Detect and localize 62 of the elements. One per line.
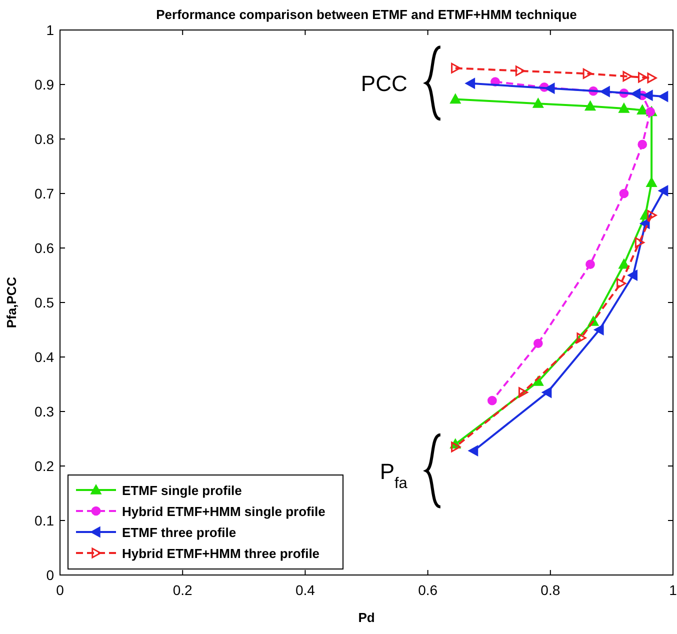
point: [451, 62, 461, 74]
point: [637, 104, 648, 114]
y-tick-label: 0.5: [34, 294, 54, 310]
point: [658, 91, 668, 102]
chart-title: Performance comparison between ETMF and ETMF+HMM technique: [156, 7, 577, 22]
x-tick-label: 0: [56, 582, 64, 598]
annotation: P$_{fa}$: [380, 458, 408, 492]
y-tick-label: 0.6: [34, 240, 54, 256]
point: [622, 71, 632, 82]
y-tick-label: 0.8: [34, 131, 54, 147]
point: [618, 259, 630, 269]
point: [658, 186, 668, 196]
x-tick-label: 0.8: [540, 582, 560, 598]
point: [628, 270, 638, 280]
point: [646, 177, 657, 187]
point: [450, 94, 461, 104]
point: [646, 107, 655, 116]
x-tick-label: 0.4: [295, 582, 316, 598]
point: [630, 88, 641, 100]
y-tick-label: 0.7: [34, 186, 54, 202]
point: [586, 260, 595, 270]
point: [638, 140, 648, 150]
legend-label: ETMF three profile: [122, 525, 236, 540]
point: [584, 101, 596, 111]
point: [468, 445, 478, 456]
legend-label: ETMF single profile: [122, 483, 242, 498]
point: [533, 338, 543, 348]
point: [634, 237, 645, 248]
point: [647, 72, 657, 84]
point: [465, 78, 476, 89]
x-tick-label: 1: [669, 582, 677, 598]
point: [487, 396, 497, 406]
y-tick-label: 1: [46, 22, 54, 38]
point: [576, 332, 586, 344]
y-tick-label: 0.1: [34, 512, 54, 528]
point: [638, 72, 648, 83]
point: [515, 66, 525, 76]
y-axis-title: Pfa,PCC: [4, 276, 19, 328]
y-tick-label: 0.2: [34, 458, 54, 474]
x-axis-title: Pd: [358, 610, 375, 625]
y-tick-label: 0.4: [34, 349, 54, 365]
point: [582, 68, 592, 79]
point: [643, 90, 653, 101]
y-tick-label: 0: [46, 567, 54, 583]
point: [594, 324, 604, 335]
legend-label: Hybrid ETMF+HMM three profile: [122, 546, 320, 561]
legend-label: Hybrid ETMF+HMM single profile: [122, 504, 326, 519]
x-tick-label: 0.6: [418, 582, 438, 598]
point: [532, 98, 544, 108]
y-tick-label: 0.3: [34, 404, 54, 420]
y-tick-label: 0.9: [34, 76, 54, 92]
point: [616, 278, 626, 289]
point: [545, 83, 555, 94]
point: [542, 387, 552, 398]
point: [619, 188, 629, 198]
point: [600, 86, 610, 97]
point: [451, 442, 461, 452]
annotation: PCC: [360, 71, 408, 96]
point: [647, 210, 657, 221]
x-tick-label: 0.2: [172, 582, 193, 598]
point: [618, 103, 630, 113]
point: [518, 387, 528, 398]
